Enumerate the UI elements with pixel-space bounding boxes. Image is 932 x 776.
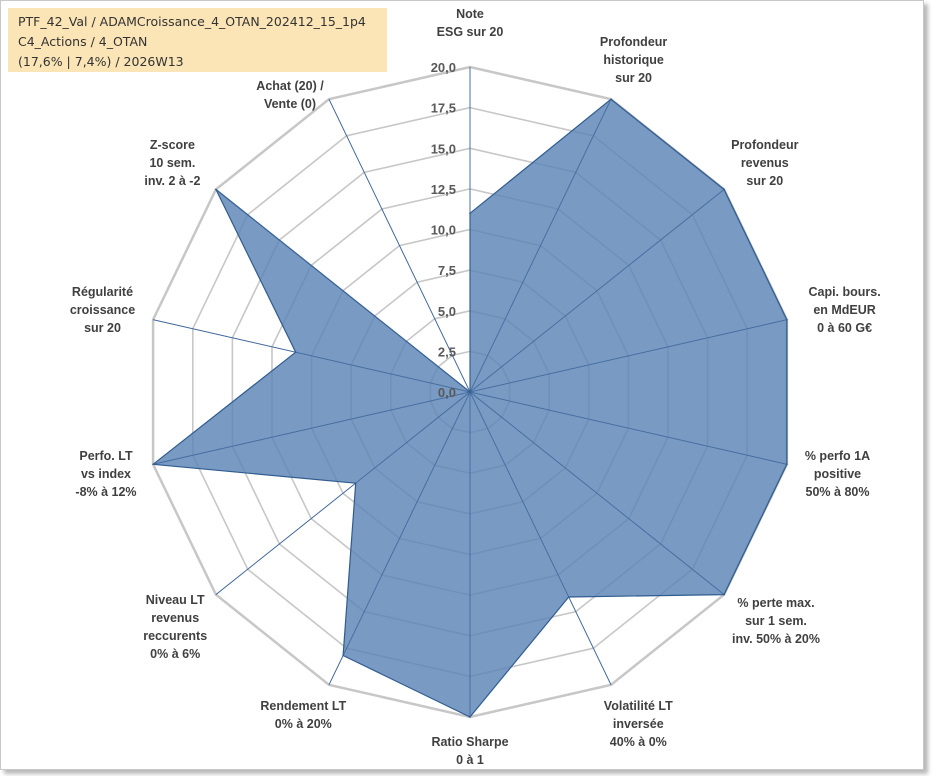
data-point (152, 463, 154, 466)
tick-label: 2,5 (438, 344, 456, 359)
axis-spoke-overlay (469, 99, 612, 393)
axis-label: Z-score 10 sem. inv. 2 à -2 (133, 136, 212, 190)
axis-label-line: % perfo 1A (804, 448, 871, 463)
axis-label-line: Achat (20) / (256, 79, 324, 93)
axis-label-line: sur 20 (615, 71, 653, 86)
data-point (469, 391, 471, 393)
radar-series (152, 67, 788, 718)
axis-label: % perfo 1A positive 50% à 80% (802, 447, 874, 501)
axis-label-line: 0% à 20% (274, 717, 332, 732)
axis-spoke-overlay (469, 391, 725, 595)
data-point (294, 351, 297, 354)
axis-label-line: Vente (0) (263, 97, 317, 111)
axis-label: % perte max. sur 1 sem. inv. 50% à 20% (726, 594, 827, 648)
axis-label: Rendement LT 0% à 20% (260, 697, 346, 733)
axis-label-line: inv. 2 à -2 (144, 173, 201, 188)
axis-label-line: sur 1 sem. (745, 614, 807, 629)
axis-spoke-overlay (215, 391, 471, 595)
axis-label: Régularité croissance sur 20 (67, 283, 139, 337)
axis-label: Ratio Sharpe 0 à 1 (427, 733, 513, 769)
axis-label-line: Ratio Sharpe (431, 735, 509, 749)
axis-spoke-overlay (469, 189, 725, 393)
tick-label: 17,5 (431, 101, 456, 116)
axis-label-line: croissance (69, 303, 136, 318)
axis-label-line: vs index (80, 466, 131, 481)
axis-label-line: en MdEUR (813, 303, 876, 318)
tick-label: 12,5 (431, 182, 456, 197)
data-point (786, 318, 788, 321)
tick-label: 7,5 (438, 263, 456, 278)
axis-label-line: Z-score (149, 137, 195, 152)
tick-label: 20,0 (431, 60, 456, 75)
axis-label-line: Perfo. LT (79, 448, 133, 463)
data-point (723, 593, 725, 596)
axis-label-line: 0 à 60 G€ (817, 321, 873, 336)
axis-label-line: Niveau LT (145, 593, 205, 608)
data-point (567, 596, 570, 598)
axis-label-line: inv. 50% à 20% (731, 632, 820, 647)
tick-label: 15,0 (431, 141, 456, 156)
data-point (354, 482, 357, 485)
axis-label-line: positive (813, 466, 862, 481)
data-point (215, 188, 217, 191)
axis-label-line: Note (456, 7, 484, 21)
axis-spoke-overlay (153, 391, 471, 465)
axis-label: Capi. bours. en MdEUR 0 à 60 G€ (801, 283, 887, 337)
axis-label-line: sur 20 (84, 321, 121, 336)
axis-label: Niveau LT revenus reccurents 0% à 6% (139, 591, 211, 663)
axis-label: Profondeur revenus sur 20 (729, 136, 801, 190)
axis-label-line: 10 sem. (149, 155, 196, 170)
axis-label-line: 0% à 6% (150, 647, 201, 662)
axis-spoke-overlay (153, 319, 471, 393)
axis-label-line: historique (603, 53, 664, 68)
axis-label-line: Capi. bours. (808, 285, 881, 300)
axis-label-line: 50% à 80% (805, 484, 870, 499)
data-point (469, 716, 471, 718)
axis-label-line: ESG sur 20 (436, 25, 504, 39)
data-point (723, 188, 725, 191)
data-point (342, 654, 344, 657)
portfolio-category: C4_Actions / 4_OTAN (18, 34, 148, 49)
tick-label: 5,0 (438, 304, 456, 319)
axis-spoke-overlay (469, 391, 787, 465)
portfolio-stats: (17,6% | 7,4%) / 2026W13 (18, 54, 184, 69)
radial-tick-labels: 0,0 2,5 5,0 7,5 10,0 12,5 15,0 17,5 20,0 (431, 60, 456, 400)
axis-label-line: 40% à 0% (609, 734, 667, 749)
axis-label-line: reccurents (143, 629, 208, 644)
axis-label: Perfo. LT vs index -8% à 12% (74, 447, 139, 501)
axis-label-line: 0 à 1 (456, 753, 484, 767)
axis-spoke-overlay (328, 99, 471, 393)
axis-label-line: Régularité (71, 285, 134, 300)
axis-label: Profondeur historique sur 20 (598, 33, 670, 87)
axis-label-line: revenus (151, 611, 200, 626)
axis-label-line: % perte max. (737, 596, 815, 611)
axis-label-line: Profondeur (731, 137, 799, 152)
data-point (786, 463, 788, 466)
tick-label: 0,0 (438, 385, 456, 400)
tick-label: 10,0 (431, 223, 456, 238)
axis-label-line: -8% à 12% (75, 484, 137, 499)
axis-label: Note ESG sur 20 (434, 5, 506, 41)
axis-label-line: revenus (740, 155, 789, 170)
data-point (610, 98, 612, 100)
portfolio-name: PTF_42_Val / ADAMCroissance_4_OTAN_20241… (18, 14, 366, 29)
axis-label-line: Rendement LT (260, 699, 347, 714)
axis-label-line: Profondeur (599, 35, 668, 50)
axis-spoke-overlay (215, 189, 471, 393)
portfolio-info-box: PTF_42_Val / ADAMCroissance_4_OTAN_20241… (8, 8, 387, 72)
axis-label: Volatilité LT inversée 40% à 0% (592, 697, 686, 751)
axis-label-line: Volatilité LT (603, 698, 673, 713)
axis-spoke-overlay (469, 391, 612, 685)
axis-label-line: sur 20 (746, 173, 784, 188)
axis-label-line: inversée (612, 716, 664, 731)
data-point (469, 212, 471, 215)
axis-spoke-overlay (469, 319, 787, 393)
axis-spoke-overlay (328, 391, 471, 685)
